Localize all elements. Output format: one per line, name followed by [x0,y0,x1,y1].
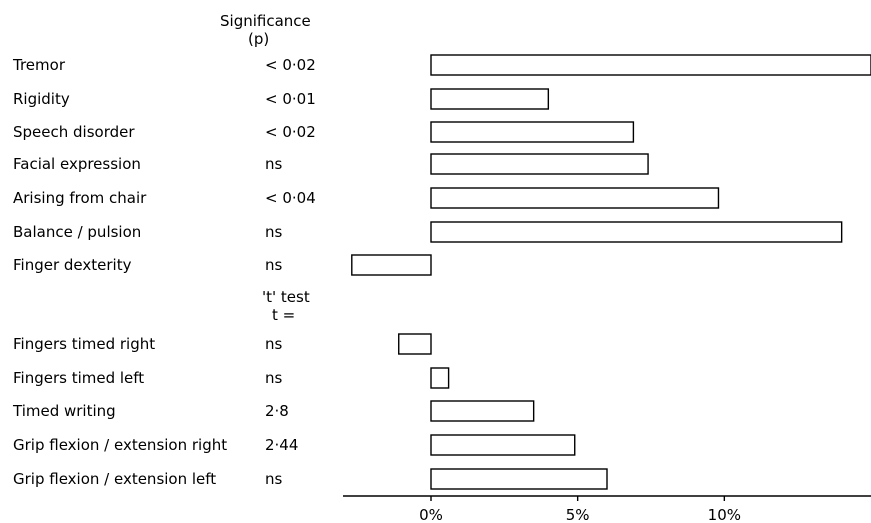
stat-label: 2·44 [265,436,298,454]
category-label: Arising from chair [13,189,147,207]
bar [430,153,649,175]
bar [430,434,576,456]
stat-label: ns [265,335,283,353]
x-tick-label: 0% [419,506,443,523]
bar [351,254,432,276]
stat-label: < 0·04 [265,189,316,207]
category-label: Grip flexion / extension right [13,436,227,454]
stat-label: ns [265,369,283,387]
bar [430,221,843,243]
bar [430,54,871,76]
category-label: Rigidity [13,90,70,108]
chart-rows: Tremor < 0·02 Rigidity < 0·01 Speech disorde… [12,54,871,490]
stat-label: < 0·01 [265,90,316,108]
x-tick-label: 5% [566,506,590,523]
category-label: Tremor [12,56,66,74]
category-label: Facial expression [13,155,141,173]
category-label: Timed writing [12,402,116,420]
category-label: Grip flexion / extension left [13,470,216,488]
stat-label: ns [265,256,283,274]
stat-label: < 0·02 [265,56,316,74]
category-label: Fingers timed right [13,335,155,353]
bar [430,400,535,422]
bar [430,187,720,209]
stat-label: < 0·02 [265,123,316,141]
bar [430,121,635,143]
category-label: Fingers timed left [13,369,144,387]
category-label: Finger dexterity [13,256,132,274]
bar [430,88,550,110]
significance-header: Significance [220,12,311,30]
category-label: Balance / pulsion [13,223,141,241]
stat-label: 2·8 [265,402,289,420]
stat-label: ns [265,223,283,241]
stat-label: ns [265,155,283,173]
x-axis-ticks: 0% 5% 10% [419,496,741,523]
ttest-subheader: t = [272,306,295,324]
stat-label: ns [265,470,283,488]
bar [430,367,450,389]
x-tick-label: 10% [708,506,741,523]
bar [398,333,432,355]
category-label: Speech disorder [13,123,135,141]
bar [430,468,608,490]
significance-subheader: (p) [248,30,269,48]
ttest-header: 't' test [262,288,310,306]
